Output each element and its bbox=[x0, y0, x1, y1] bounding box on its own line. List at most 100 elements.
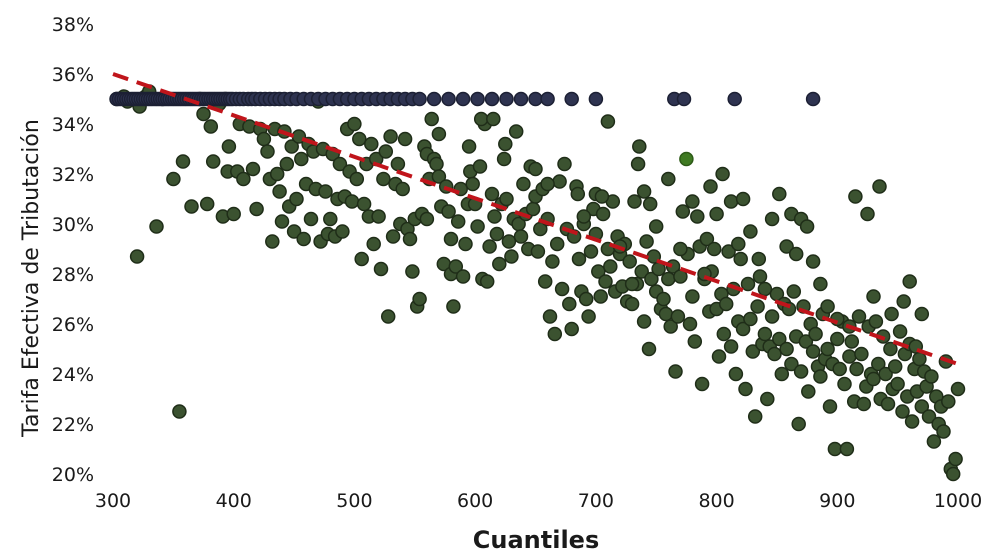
data-point bbox=[431, 169, 447, 184]
data-point bbox=[827, 441, 843, 457]
data-point bbox=[578, 291, 594, 307]
data-point bbox=[441, 204, 456, 219]
data-point bbox=[630, 156, 646, 172]
data-point bbox=[866, 371, 881, 387]
data-point bbox=[820, 299, 835, 314]
data-point bbox=[793, 364, 809, 379]
data-point bbox=[383, 129, 398, 144]
data-point bbox=[479, 274, 495, 289]
data-point bbox=[636, 314, 652, 329]
data-point bbox=[364, 136, 379, 152]
data-point bbox=[397, 131, 413, 147]
trendline bbox=[112, 72, 959, 366]
data-point bbox=[670, 309, 686, 324]
data-point bbox=[842, 349, 857, 364]
data-point bbox=[648, 219, 664, 234]
capped-point bbox=[540, 91, 555, 107]
data-point bbox=[458, 236, 473, 252]
y-tick-label: 34% bbox=[52, 114, 94, 136]
data-point bbox=[354, 251, 369, 267]
data-point bbox=[728, 366, 744, 382]
data-point bbox=[508, 124, 524, 139]
data-point bbox=[516, 176, 531, 192]
data-point bbox=[595, 206, 611, 222]
data-point bbox=[542, 309, 558, 324]
data-point bbox=[269, 166, 285, 182]
data-point bbox=[540, 176, 555, 192]
data-point bbox=[279, 156, 295, 172]
data-point bbox=[711, 349, 727, 364]
capped-point bbox=[528, 91, 543, 107]
data-point bbox=[880, 396, 896, 412]
data-point bbox=[661, 271, 676, 287]
data-point bbox=[764, 309, 780, 324]
data-point bbox=[594, 189, 610, 204]
data-point bbox=[489, 226, 505, 242]
data-point bbox=[912, 351, 927, 367]
data-point bbox=[492, 256, 507, 272]
data-point bbox=[772, 331, 787, 347]
data-point bbox=[757, 326, 773, 342]
data-point bbox=[446, 299, 461, 314]
data-point bbox=[735, 191, 751, 207]
data-point bbox=[591, 264, 606, 279]
data-point bbox=[805, 344, 821, 359]
y-axis-title: Tarifa Efectiva de Tributación bbox=[19, 119, 44, 438]
data-point bbox=[378, 144, 394, 159]
data-point bbox=[576, 209, 592, 224]
data-point bbox=[236, 171, 251, 187]
data-point bbox=[323, 211, 338, 227]
data-point bbox=[380, 309, 396, 324]
data-point bbox=[844, 334, 860, 349]
data-point bbox=[663, 319, 678, 334]
data-point bbox=[376, 171, 391, 187]
data-point bbox=[745, 344, 761, 359]
data-point bbox=[622, 254, 637, 269]
data-point bbox=[564, 321, 579, 337]
data-point bbox=[226, 206, 241, 222]
data-point bbox=[784, 356, 799, 372]
data-point bbox=[945, 466, 961, 482]
capped-point bbox=[441, 91, 456, 107]
data-point bbox=[547, 326, 563, 342]
data-point bbox=[914, 306, 930, 322]
data-point bbox=[914, 399, 930, 414]
data-point bbox=[760, 391, 775, 407]
data-point bbox=[172, 404, 187, 419]
data-point bbox=[936, 424, 951, 439]
data-point bbox=[249, 201, 264, 217]
data-point bbox=[750, 299, 765, 314]
data-point bbox=[530, 244, 546, 259]
data-point bbox=[303, 211, 319, 227]
data-point bbox=[465, 176, 480, 192]
data-point bbox=[735, 321, 751, 337]
data-point bbox=[642, 196, 658, 212]
data-point bbox=[286, 224, 302, 239]
data-point bbox=[557, 156, 572, 172]
data-point bbox=[926, 434, 942, 449]
data-point bbox=[658, 306, 674, 322]
highlight-layer bbox=[679, 151, 694, 167]
scatter-points bbox=[109, 84, 966, 482]
data-point bbox=[941, 394, 956, 409]
data-point bbox=[634, 264, 649, 279]
data-point bbox=[528, 161, 543, 177]
capped-point bbox=[499, 91, 514, 107]
data-point bbox=[272, 184, 287, 199]
data-point bbox=[289, 191, 304, 207]
data-point bbox=[496, 151, 512, 167]
capped-point bbox=[412, 91, 427, 107]
data-point bbox=[431, 126, 447, 142]
data-point bbox=[656, 291, 671, 307]
data-point bbox=[716, 326, 732, 342]
data-point bbox=[571, 251, 587, 267]
data-point bbox=[902, 274, 917, 289]
data-point bbox=[245, 161, 261, 177]
data-point bbox=[872, 179, 887, 194]
data-point bbox=[525, 201, 541, 217]
data-point bbox=[887, 359, 903, 374]
data-point bbox=[868, 314, 884, 329]
data-point bbox=[950, 381, 966, 397]
data-point bbox=[948, 451, 963, 467]
